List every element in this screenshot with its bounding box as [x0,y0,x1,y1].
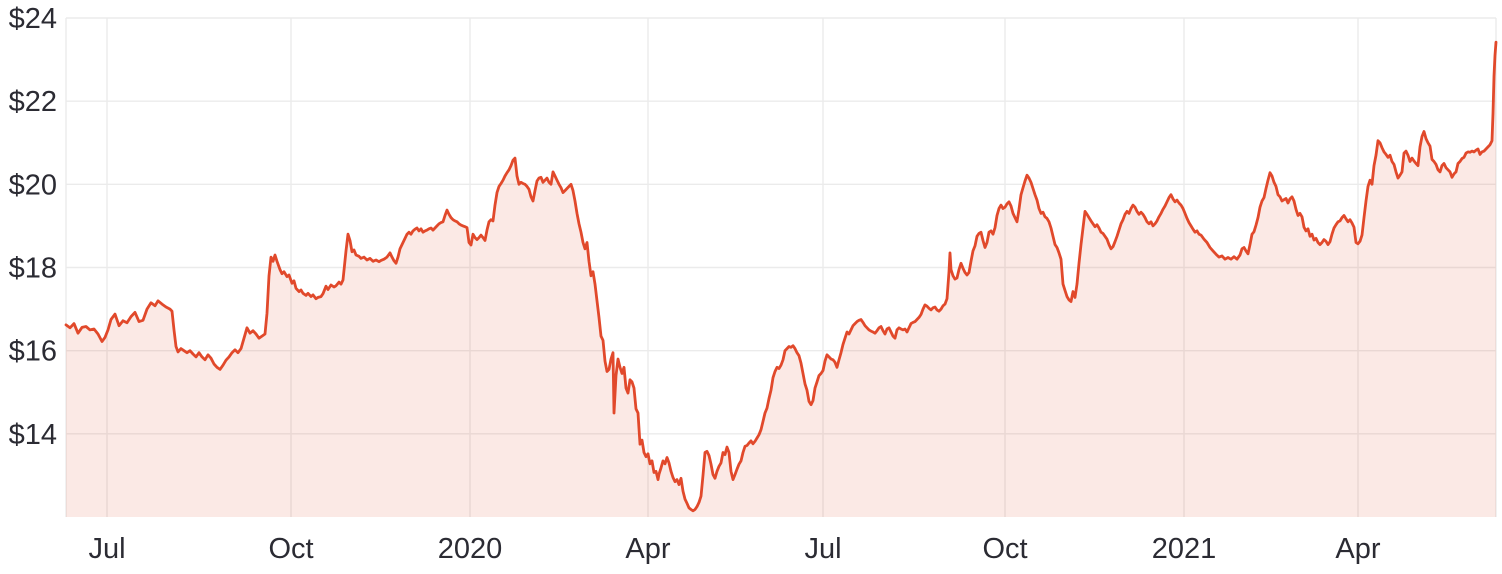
y-axis-tick-label: $24 [9,3,57,35]
x-axis-tick-label: Jul [804,533,841,565]
x-axis-tick-label: Oct [982,533,1027,565]
y-axis-tick-label: $14 [9,419,57,451]
x-axis-tick-label: Oct [268,533,313,565]
price-area-fill [66,42,1496,517]
y-axis-tick-label: $20 [9,169,57,201]
x-axis-tick-label: Apr [1335,533,1380,565]
x-axis-tick-label: 2020 [438,533,503,565]
x-axis-tick-label: 2021 [1152,533,1217,565]
y-axis-tick-label: $16 [9,336,57,368]
price-line [64,40,1498,513]
x-axis-tick-label: Jul [88,533,125,565]
x-axis-tick-label: Apr [625,533,670,565]
y-axis-tick-label: $18 [9,253,57,285]
y-axis-tick-label: $22 [9,86,57,118]
